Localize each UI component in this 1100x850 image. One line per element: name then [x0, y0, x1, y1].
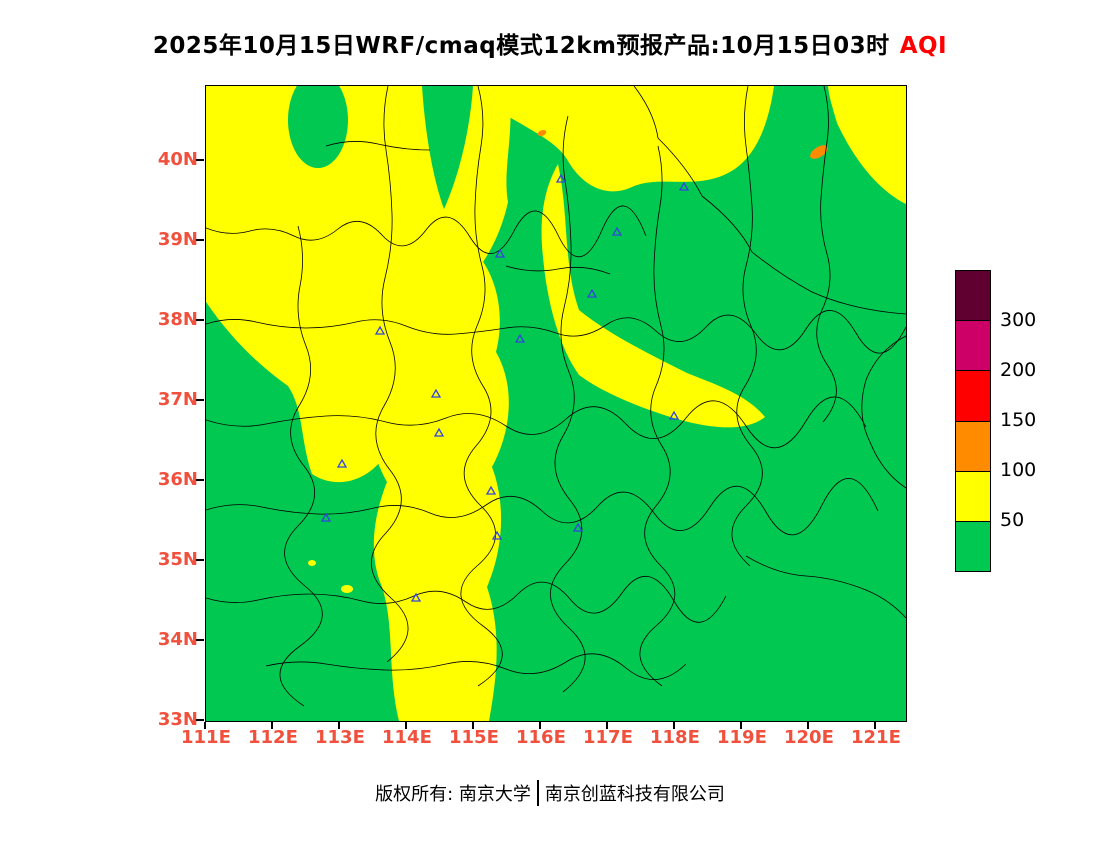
title-text: 2025年10月15日WRF/cmaq模式12km预报产品:10月15日03时: [152, 33, 890, 59]
colorbar-value-label: 300: [1000, 309, 1037, 331]
lon-tick: [606, 722, 608, 729]
city-marker-icon: [586, 288, 598, 298]
colorbar-segment: [956, 271, 990, 321]
lat-label: 39N: [157, 229, 198, 250]
lat-label: 33N: [157, 709, 198, 730]
lat-label: 37N: [157, 389, 198, 410]
aqi-colorbar: [955, 270, 991, 572]
lon-tick: [673, 722, 675, 729]
colorbar-segment: [956, 320, 990, 371]
colorbar-segment: [956, 520, 990, 572]
lon-label: 111E: [181, 727, 231, 748]
lon-tick: [405, 722, 407, 729]
lon-tick: [807, 722, 809, 729]
lon-label: 117E: [583, 727, 633, 748]
lon-tick: [539, 722, 541, 729]
colorbar-segment: [956, 370, 990, 421]
lon-tick: [740, 722, 742, 729]
copyright-company: 南京创蓝科技有限公司: [544, 784, 725, 805]
lon-tick: [204, 722, 206, 729]
lon-label: 114E: [382, 727, 432, 748]
city-marker-icon: [611, 226, 623, 236]
city-marker-icon: [555, 173, 567, 183]
city-marker-icon: [320, 512, 332, 522]
city-marker-icon: [410, 592, 422, 602]
lat-label: 38N: [157, 309, 198, 330]
colorbar-value-label: 200: [1000, 359, 1037, 381]
city-marker-icon: [668, 410, 680, 420]
lat-label: 36N: [157, 469, 198, 490]
footer-divider: [536, 780, 539, 806]
aqi-orange-spots: [537, 129, 828, 159]
copyright-owner: 版权所有: 南京大学: [375, 784, 531, 805]
aqi-green-inlets: [288, 86, 473, 209]
page-title: 2025年10月15日WRF/cmaq模式12km预报产品:10月15日03时 …: [0, 26, 1100, 60]
lat-label: 35N: [157, 549, 198, 570]
lat-tick: [196, 239, 204, 241]
lon-label: 113E: [315, 727, 365, 748]
lat-tick: [196, 319, 204, 321]
city-marker-icon: [491, 530, 503, 540]
lat-tick: [196, 479, 204, 481]
forecast-map: [205, 85, 907, 722]
lon-label: 121E: [851, 727, 901, 748]
lon-tick: [271, 722, 273, 729]
city-marker-icon: [336, 458, 348, 468]
lat-label: 40N: [157, 149, 198, 170]
lat-tick: [196, 159, 204, 161]
city-marker-icon: [430, 388, 442, 398]
lon-label: 112E: [248, 727, 298, 748]
title-metric-aqi: AQI: [899, 33, 948, 59]
lat-label: 34N: [157, 629, 198, 650]
city-marker-icon: [514, 333, 526, 343]
lon-tick: [472, 722, 474, 729]
city-marker-icon: [485, 485, 497, 495]
city-marker-icon: [572, 522, 584, 532]
colorbar-segment: [956, 420, 990, 471]
colorbar-segment: [956, 470, 990, 521]
lon-label: 119E: [717, 727, 767, 748]
city-markers: [320, 173, 690, 602]
city-marker-icon: [678, 181, 690, 191]
lon-tick: [874, 722, 876, 729]
lon-tick: [338, 722, 340, 729]
lon-label: 116E: [516, 727, 566, 748]
lat-tick: [196, 399, 204, 401]
administrative-boundaries: [206, 86, 906, 707]
aqi-yellow-regions: [206, 86, 906, 721]
city-marker-icon: [494, 248, 506, 258]
city-marker-icon: [433, 427, 445, 437]
lon-label: 120E: [784, 727, 834, 748]
city-marker-icon: [374, 325, 386, 335]
colorbar-value-label: 50: [1000, 509, 1025, 531]
colorbar-value-label: 100: [1000, 459, 1037, 481]
lat-tick: [196, 719, 204, 721]
aqi-contour-map: [206, 86, 906, 721]
lat-tick: [196, 559, 204, 561]
lon-label: 118E: [650, 727, 700, 748]
lon-label: 115E: [449, 727, 499, 748]
lat-tick: [196, 639, 204, 641]
colorbar-value-label: 150: [1000, 409, 1037, 431]
copyright-footer: 版权所有: 南京大学 南京创蓝科技有限公司: [0, 780, 1100, 806]
